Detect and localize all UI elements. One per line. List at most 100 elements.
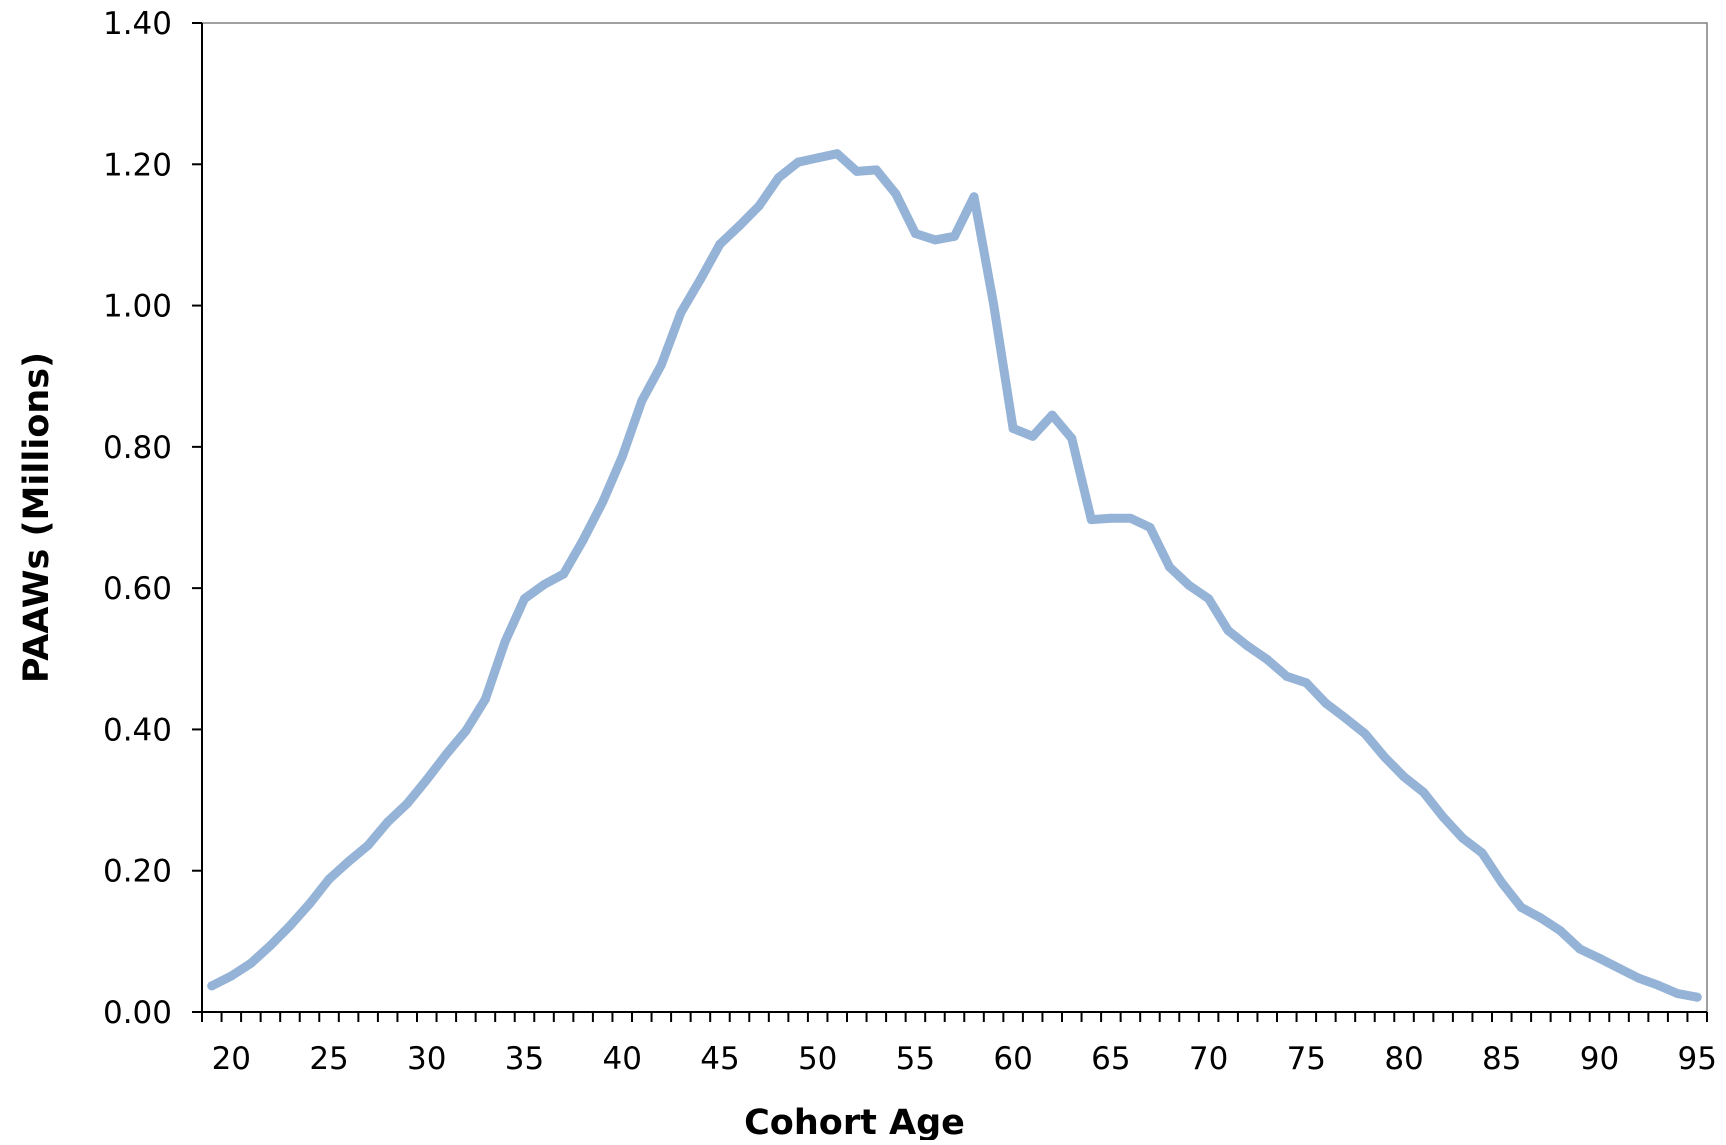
data-point xyxy=(637,396,647,406)
data-point xyxy=(1282,671,1292,681)
data-point xyxy=(1575,944,1585,954)
data-point xyxy=(383,817,393,827)
data-point xyxy=(1067,433,1077,443)
data-point xyxy=(1028,431,1038,441)
data-point xyxy=(344,857,354,867)
data-point xyxy=(539,580,549,590)
data-point xyxy=(1204,594,1214,604)
data-point xyxy=(1223,626,1233,636)
data-point xyxy=(1536,913,1546,923)
data-point xyxy=(1497,878,1507,888)
y-tick-label: 1.40 xyxy=(103,6,172,42)
x-tick-label: 60 xyxy=(993,1041,1032,1077)
data-point xyxy=(1555,926,1565,936)
data-point xyxy=(1184,580,1194,590)
data-point xyxy=(324,874,334,884)
data-point xyxy=(1516,902,1526,912)
data-point xyxy=(461,726,471,736)
data-point xyxy=(1477,848,1487,858)
data-point xyxy=(285,921,295,931)
data-point xyxy=(1086,515,1096,525)
data-point xyxy=(402,799,412,809)
data-point xyxy=(735,221,744,231)
data-point xyxy=(1145,522,1155,532)
data-point xyxy=(1634,973,1644,983)
data-point xyxy=(871,165,881,175)
data-point xyxy=(1125,513,1135,523)
x-tick-label: 65 xyxy=(1091,1041,1130,1077)
data-point xyxy=(480,694,490,704)
data-point xyxy=(989,299,999,309)
data-point xyxy=(1399,772,1409,782)
data-point xyxy=(520,594,529,604)
plot-frame xyxy=(201,22,1708,1013)
data-point xyxy=(715,239,725,249)
x-tick-label: 90 xyxy=(1580,1041,1619,1077)
data-point xyxy=(969,192,979,202)
data-point xyxy=(891,189,901,199)
data-point xyxy=(1340,713,1350,723)
y-tick-label: 0.40 xyxy=(103,712,172,748)
data-point xyxy=(1614,963,1624,973)
data-point xyxy=(1360,729,1370,739)
data-point xyxy=(1008,423,1018,433)
data-point xyxy=(1047,410,1057,420)
data-point xyxy=(1595,953,1604,963)
data-point xyxy=(1106,513,1116,523)
data-point xyxy=(422,775,432,785)
data-point xyxy=(950,231,959,241)
data-point xyxy=(832,149,842,159)
x-tick-label: 70 xyxy=(1189,1041,1228,1077)
x-tick-label: 55 xyxy=(896,1041,935,1077)
data-point xyxy=(226,971,236,981)
data-point xyxy=(852,166,862,176)
y-tick-label: 1.20 xyxy=(103,147,172,183)
x-tick-label: 30 xyxy=(407,1041,446,1077)
data-point xyxy=(793,157,803,167)
data-point xyxy=(1165,562,1174,572)
data-point xyxy=(598,497,608,507)
data-point xyxy=(363,840,373,850)
y-tick-label: 0.00 xyxy=(103,995,172,1031)
x-tick-label: 75 xyxy=(1287,1041,1326,1077)
x-axis-ticks: 20 25 30 35 40 45 50 55 60 65 70 75 80 85 90 95 xyxy=(201,1012,1717,1077)
x-tick-label: 25 xyxy=(309,1041,348,1077)
data-point xyxy=(1301,678,1311,688)
x-tick-label: 95 xyxy=(1678,1041,1717,1077)
data-point xyxy=(1438,812,1448,822)
data-point xyxy=(1262,654,1272,664)
data-point xyxy=(754,201,764,211)
data-point xyxy=(578,535,588,545)
data-point xyxy=(813,153,823,163)
x-axis-title: Cohort Age xyxy=(744,1103,965,1140)
y-tick-label: 0.60 xyxy=(103,571,172,607)
series-layer xyxy=(207,149,1702,1002)
data-point xyxy=(617,452,627,462)
data-point xyxy=(305,899,314,909)
data-point xyxy=(500,637,510,647)
data-point xyxy=(441,749,451,759)
data-point xyxy=(1458,833,1468,843)
y-tick-label: 0.20 xyxy=(103,854,172,890)
y-axis-ticks: 0.00 0.20 0.40 0.60 0.80 1.00 1.20 1.40 xyxy=(103,6,202,1031)
data-point xyxy=(1419,787,1429,797)
data-point xyxy=(265,941,275,951)
data-point xyxy=(930,235,940,245)
x-tick-label: 85 xyxy=(1482,1041,1521,1077)
data-point xyxy=(656,360,666,370)
data-point xyxy=(695,274,705,284)
data-point xyxy=(910,229,920,239)
data-point xyxy=(1243,641,1253,651)
data-point xyxy=(1380,752,1389,762)
x-tick-label: 50 xyxy=(798,1041,837,1077)
data-point xyxy=(774,173,784,183)
data-point xyxy=(559,569,569,579)
data-point xyxy=(1653,980,1663,990)
x-tick-label: 20 xyxy=(212,1041,251,1077)
data-point xyxy=(1321,698,1331,708)
data-point xyxy=(246,958,256,968)
y-axis-title: PAAWs (Millions) xyxy=(17,352,57,683)
